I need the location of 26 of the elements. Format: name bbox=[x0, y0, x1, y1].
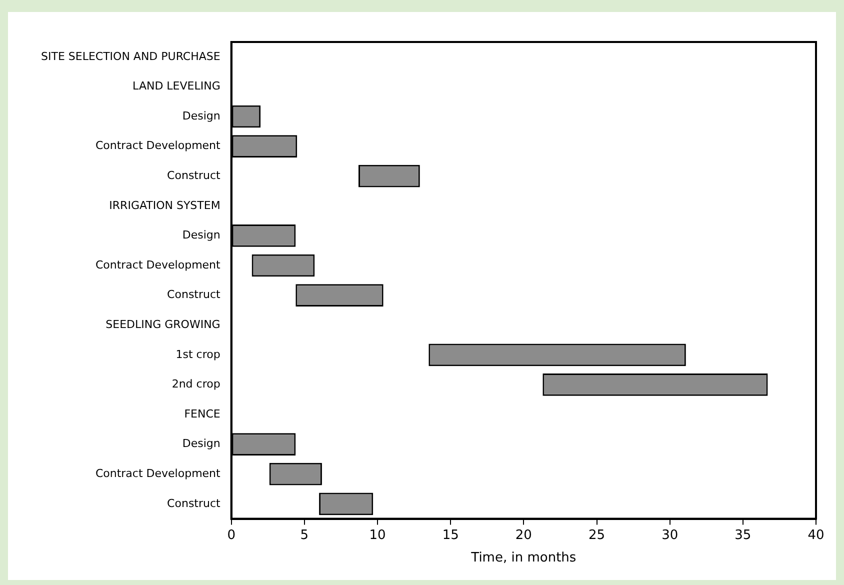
x-tick-label: 5 bbox=[300, 528, 309, 543]
y-tick-label: Contract Development bbox=[95, 139, 222, 152]
x-tick-label: 15 bbox=[442, 528, 459, 543]
y-tick-label: SITE SELECTION AND PURCHASE bbox=[40, 50, 220, 63]
x-tick-label: 20 bbox=[515, 528, 532, 543]
y-tick-label: Design bbox=[182, 437, 220, 450]
x-tick-label: 25 bbox=[588, 528, 606, 543]
y-tick-label: SEEDLING GROWING bbox=[106, 318, 220, 331]
y-tick-label: Design bbox=[182, 109, 220, 122]
x-tick-label: 0 bbox=[227, 528, 236, 543]
y-tick-label: Construct bbox=[167, 496, 222, 510]
y-tick-label: Construct bbox=[167, 288, 222, 302]
x-tick-label: 10 bbox=[369, 528, 386, 543]
y-tick-label: IRRIGATION SYSTEM bbox=[109, 198, 220, 212]
y-tick-label: LAND LEVELING bbox=[132, 80, 220, 93]
y-tick-label: Contract Development bbox=[95, 466, 222, 480]
x-tick-label: 40 bbox=[808, 528, 824, 543]
y-tick-label: FENCE bbox=[184, 407, 220, 420]
y-tick-label: Construct bbox=[167, 168, 222, 182]
x-tick-label: 30 bbox=[662, 528, 678, 543]
y-tick-label: Design bbox=[182, 228, 220, 242]
x-tick-label: 35 bbox=[734, 528, 752, 543]
y-tick-label: 2nd crop bbox=[172, 378, 220, 391]
x-axis-title: Time, in months bbox=[470, 550, 576, 566]
y-tick-label: Contract Development bbox=[95, 258, 222, 272]
y-tick-label: 1st crop bbox=[176, 348, 220, 361]
